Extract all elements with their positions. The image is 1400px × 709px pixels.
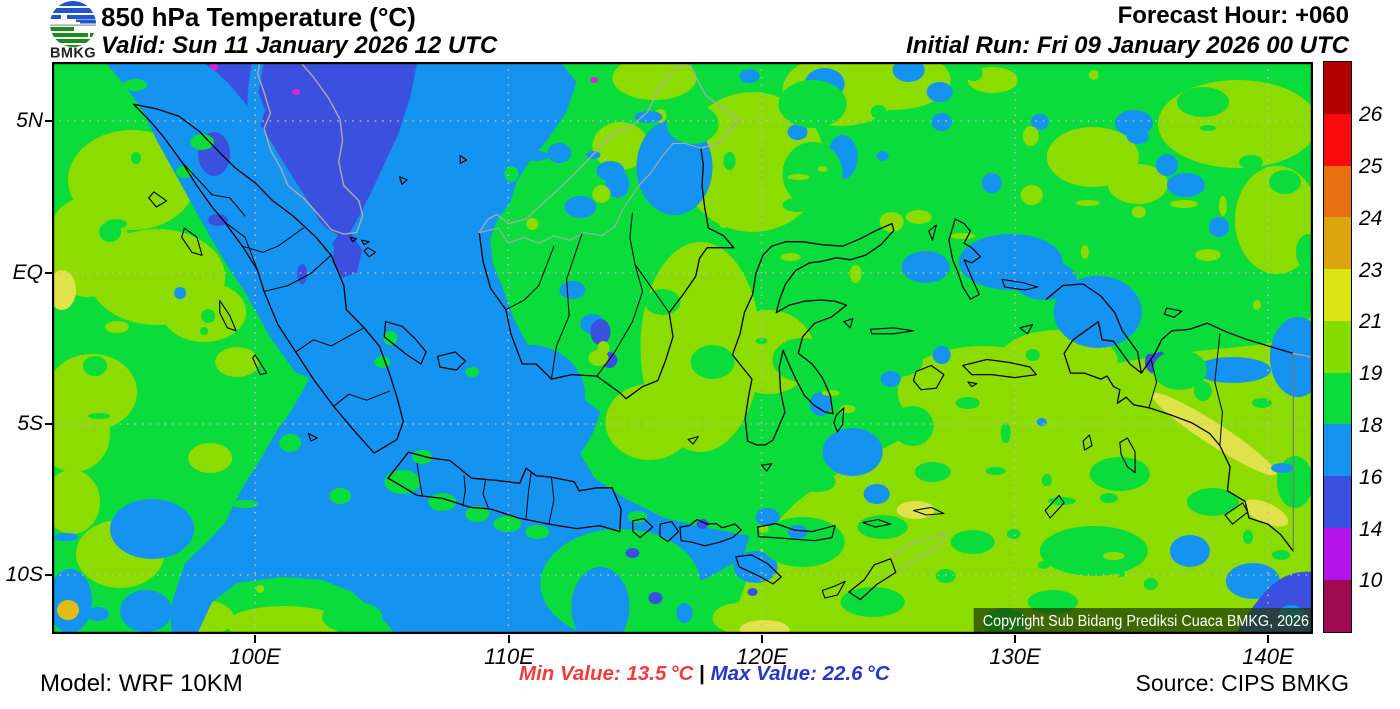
svg-text:BMKG: BMKG <box>50 46 96 61</box>
svg-text:Copyright Sub Bidang Prediksi: Copyright Sub Bidang Prediksi Cuaca BMKG… <box>983 613 1309 630</box>
